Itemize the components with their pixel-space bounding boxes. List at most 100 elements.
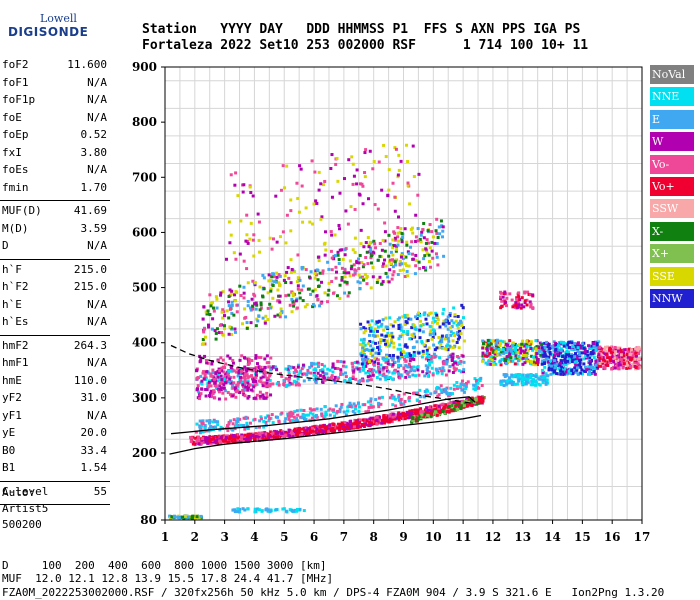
echo-dot	[218, 439, 222, 443]
echo-dot	[274, 194, 278, 198]
echo-dot	[222, 370, 226, 374]
echo-dot	[321, 271, 325, 275]
echo-dot	[392, 341, 396, 345]
echo-dot	[257, 314, 261, 318]
echo-dot	[617, 367, 621, 371]
echo-dot	[391, 412, 395, 416]
echo-dot	[353, 272, 357, 276]
echo-dot	[295, 509, 299, 513]
echo-dot	[372, 362, 376, 366]
echo-dot	[419, 233, 423, 237]
echo-dot	[403, 262, 407, 266]
echo-dot	[249, 306, 253, 310]
echo-dot	[271, 296, 275, 300]
echo-dot	[449, 386, 453, 390]
echo-dot	[457, 321, 461, 325]
echo-dot	[333, 254, 337, 258]
param-row: hmF1 N/A	[2, 356, 107, 374]
echo-dot	[463, 401, 467, 405]
echo-dot	[327, 281, 331, 285]
echo-dot	[463, 399, 467, 403]
echo-dot	[287, 433, 291, 437]
echo-dot	[412, 391, 416, 395]
echo-dot	[223, 439, 227, 443]
echo-dot	[292, 415, 296, 419]
echo-dot	[397, 365, 401, 369]
echo-dot	[199, 392, 203, 396]
echo-dot	[328, 423, 332, 427]
echo-dot	[477, 397, 481, 401]
echo-dot	[573, 342, 577, 346]
echo-dot	[275, 240, 279, 244]
echo-dot	[226, 380, 230, 384]
echo-dot	[373, 327, 377, 331]
echo-dot	[300, 367, 304, 371]
echo-dot	[348, 259, 352, 263]
echo-dot	[392, 345, 396, 349]
echo-dot	[204, 388, 208, 392]
echo-dot	[393, 238, 397, 242]
echo-dot	[637, 357, 641, 361]
echo-dot	[399, 325, 403, 329]
echo-dot	[381, 264, 385, 268]
echo-dot	[287, 378, 291, 382]
echo-dot	[279, 372, 283, 376]
echo-dot	[252, 382, 256, 386]
echo-dot	[550, 352, 554, 356]
echo-dot	[539, 353, 543, 357]
echo-dot	[534, 347, 538, 351]
echo-dot	[204, 358, 208, 362]
param-value: N/A	[87, 297, 107, 311]
echo-dot	[335, 270, 339, 274]
echo-dot	[365, 250, 369, 254]
echo-dot	[387, 233, 391, 237]
echo-dot	[404, 343, 408, 347]
echo-dot	[411, 231, 415, 235]
echo-dot	[366, 197, 370, 201]
echo-dot	[380, 248, 384, 252]
echo-dot	[349, 267, 353, 271]
echo-dot	[275, 430, 279, 434]
echo-dot	[253, 436, 257, 440]
echo-dot	[205, 361, 209, 365]
echo-dot	[335, 294, 339, 298]
echo-dot	[457, 369, 461, 373]
echo-dot	[298, 371, 302, 375]
echo-dot	[567, 355, 571, 359]
echo-dot	[417, 260, 421, 264]
echo-dot	[559, 347, 563, 351]
echo-dot	[453, 334, 457, 338]
echo-dot	[342, 360, 346, 364]
echo-dot	[269, 287, 273, 291]
echo-dot	[622, 351, 626, 355]
echo-dot	[549, 364, 553, 368]
echo-dot	[519, 351, 523, 355]
echo-dot	[456, 407, 460, 411]
echo-dot	[408, 409, 412, 413]
param-value: N/A	[87, 110, 107, 124]
echo-dot	[401, 417, 405, 421]
echo-dot	[551, 360, 555, 364]
echo-dot	[629, 365, 633, 369]
echo-dot	[540, 350, 544, 354]
x-tick-label: 9	[399, 530, 407, 544]
echo-dot	[311, 426, 315, 430]
echo-dot	[372, 419, 376, 423]
echo-dot	[415, 317, 419, 321]
echo-dot	[573, 366, 577, 370]
echo-dot	[317, 431, 321, 435]
echo-dot	[245, 421, 249, 425]
echo-dot	[344, 413, 348, 417]
echo-dot	[280, 310, 284, 314]
echo-dot	[381, 280, 385, 284]
echo-dot	[413, 335, 417, 339]
echo-dot	[606, 363, 610, 367]
echo-dot	[369, 416, 373, 420]
echo-dot	[445, 410, 449, 414]
echo-dot	[525, 303, 529, 307]
echo-dot	[373, 242, 377, 246]
echo-dot	[274, 508, 278, 512]
echo-dot	[399, 227, 403, 231]
echo-dot	[494, 346, 498, 350]
